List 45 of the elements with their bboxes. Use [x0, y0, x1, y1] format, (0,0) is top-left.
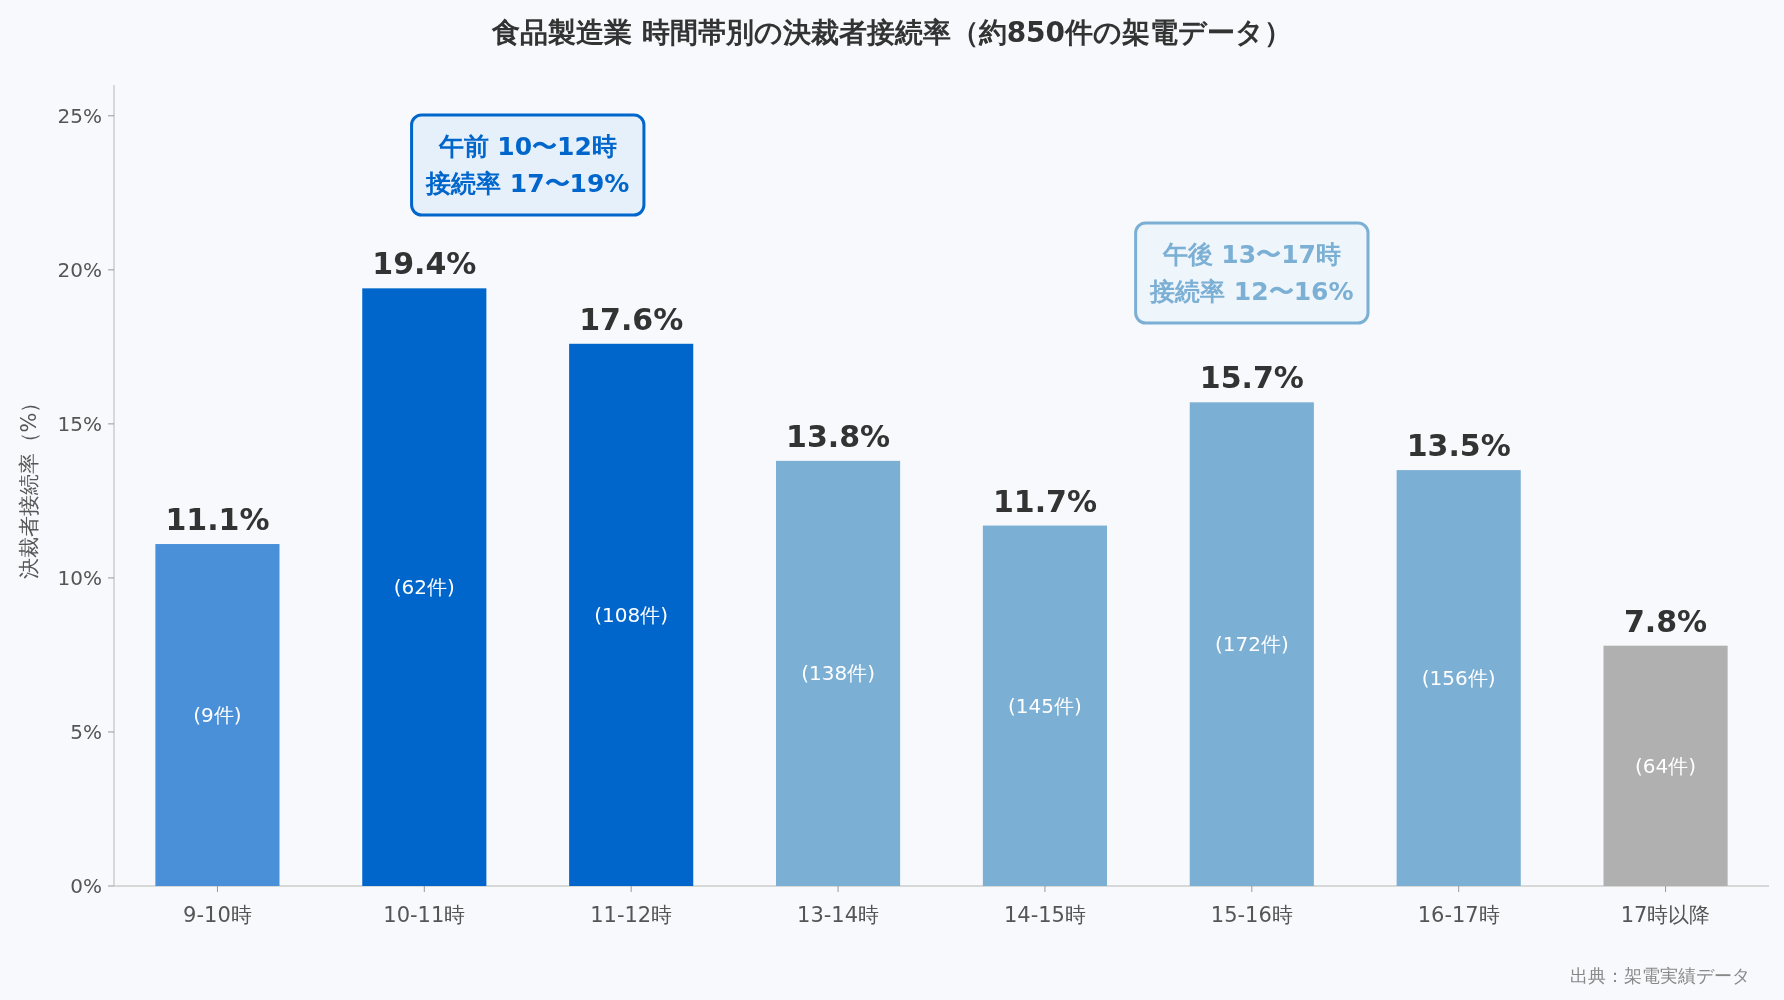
- bar: [776, 460, 901, 886]
- data-label: 17.6%: [579, 301, 684, 337]
- y-tick-label: 20%: [57, 257, 102, 282]
- data-label: 11.7%: [992, 483, 1097, 519]
- annotation: 接続率 17〜19%: [425, 169, 630, 198]
- x-tick-label: 9-10時: [183, 903, 252, 927]
- x-tick-label: 14-15時: [1003, 903, 1086, 927]
- annotation: (138件): [801, 661, 875, 686]
- annotation: 接続率 12〜16%: [1149, 277, 1354, 306]
- annotation: (156件): [1421, 666, 1496, 691]
- bar: [1396, 470, 1521, 886]
- y-tick-label: 10%: [57, 565, 102, 590]
- bar: [982, 525, 1107, 886]
- annotation: 午前 10〜12時: [437, 132, 617, 161]
- annotation: (9件): [193, 703, 242, 728]
- source-note: 出典：架電実績データ: [1570, 965, 1750, 986]
- data-label: 13.5%: [1406, 428, 1511, 464]
- bar: [1189, 402, 1314, 886]
- y-tick-label: 0%: [70, 874, 102, 898]
- data-label: 7.8%: [1623, 603, 1708, 639]
- bar: [1603, 645, 1728, 886]
- y-tick-label: 5%: [70, 719, 102, 744]
- y-tick-label: 25%: [57, 103, 102, 128]
- bar: [362, 288, 487, 886]
- annotation: (62件): [393, 575, 455, 600]
- x-tick-label: 16-17時: [1417, 903, 1500, 927]
- x-tick-label: 15-16時: [1210, 903, 1293, 927]
- annotation: (64件): [1635, 753, 1697, 778]
- annotation: (172件): [1214, 632, 1289, 657]
- annotation: (145件): [1008, 693, 1082, 718]
- chart-title: 食品製造業 時間帯別の決裁者接続率（約850件の架電データ）: [490, 16, 1293, 49]
- data-label: 13.8%: [786, 418, 891, 454]
- x-tick-label: 11-12時: [590, 903, 673, 927]
- bar: [569, 343, 694, 886]
- x-tick-label: 10-11時: [383, 903, 466, 927]
- annotation: (108件): [594, 602, 669, 627]
- bar: [155, 544, 280, 886]
- annotation: 午後 13〜17時: [1161, 240, 1341, 269]
- y-tick-label: 15%: [57, 411, 102, 436]
- y-axis-title: 決裁者接続率（%）: [17, 391, 41, 580]
- data-label: 19.4%: [372, 246, 477, 282]
- x-tick-label: 13-14時: [797, 903, 880, 927]
- data-label: 15.7%: [1199, 360, 1304, 396]
- data-label: 11.1%: [165, 502, 270, 538]
- x-tick-label: 17時以降: [1620, 903, 1711, 927]
